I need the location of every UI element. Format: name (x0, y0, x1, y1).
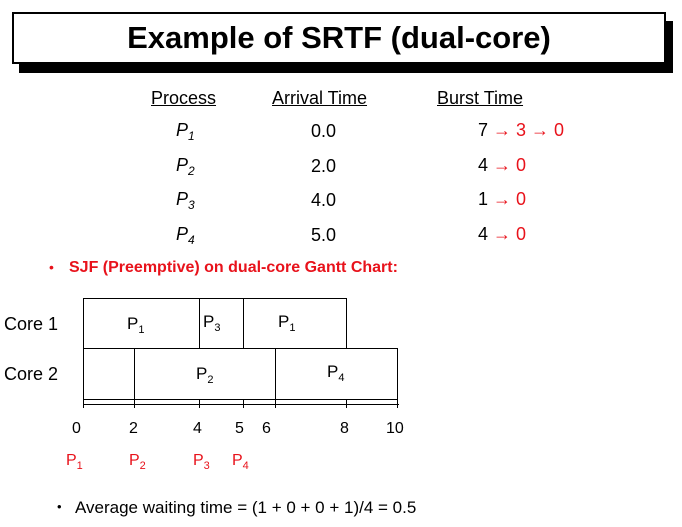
axis-tick (346, 400, 347, 408)
average-waiting-time: Average waiting time = (1 + 0 + 0 + 1)/4… (75, 498, 417, 517)
slide-title: Example of SRTF (dual-core) (12, 12, 666, 64)
burst-time: 1 → 0 (478, 189, 527, 209)
tick-label: 2 (129, 420, 138, 437)
tick-label: 6 (262, 420, 271, 437)
arrival-time: 0.0 (311, 121, 337, 141)
header-burst-time: Burst Time (437, 88, 524, 108)
gantt-heading: SJF (Preemptive) on dual-core Gantt Char… (69, 259, 398, 276)
process-name: P4 (176, 224, 195, 247)
core2-row (83, 348, 398, 400)
tick-label: 5 (235, 420, 244, 437)
core1-segment-p1-resume (243, 298, 347, 349)
segment-label: P1 (278, 312, 296, 334)
axis-tick (83, 400, 84, 408)
burst-time: 4 → 0 (478, 224, 527, 244)
slide-title-text: Example of SRTF (dual-core) (127, 20, 551, 55)
segment-label: P4 (327, 362, 345, 384)
core1-segment-p1 (83, 298, 200, 349)
core2-divider (275, 348, 276, 400)
tick-label: 4 (193, 420, 202, 437)
bullet-marker: • (49, 259, 54, 275)
time-axis (83, 404, 399, 405)
segment-label: P3 (203, 312, 221, 334)
process-name: P1 (176, 120, 195, 143)
core1-label: Core 1 (4, 314, 59, 334)
process-name: P2 (176, 155, 195, 178)
axis-tick (397, 400, 398, 408)
axis-tick (243, 400, 244, 408)
tick-label: 0 (72, 420, 81, 437)
axis-tick (199, 400, 200, 408)
arrival-label: P1 (66, 452, 83, 472)
burst-time: 7 → 3 → 0 (478, 120, 565, 140)
burst-time: 4 → 0 (478, 155, 527, 175)
core2-label: Core 2 (4, 364, 59, 384)
segment-label: P1 (127, 314, 145, 336)
core2-divider (134, 348, 135, 400)
bullet-marker: • (57, 499, 62, 514)
process-name: P3 (176, 189, 195, 212)
axis-tick (275, 400, 276, 408)
header-process: Process (151, 88, 217, 108)
arrival-label: P4 (232, 452, 249, 472)
segment-label: P2 (196, 364, 214, 386)
arrival-time: 4.0 (311, 190, 337, 210)
core1-segment-p3 (199, 298, 244, 349)
tick-label: 8 (340, 420, 349, 437)
arrival-time: 2.0 (311, 156, 337, 176)
tick-label: 10 (386, 420, 404, 437)
axis-tick (134, 400, 135, 408)
header-arrival-time: Arrival Time (272, 88, 368, 108)
arrival-time: 5.0 (311, 225, 337, 245)
arrival-label: P3 (193, 452, 210, 472)
arrival-label: P2 (129, 452, 146, 472)
